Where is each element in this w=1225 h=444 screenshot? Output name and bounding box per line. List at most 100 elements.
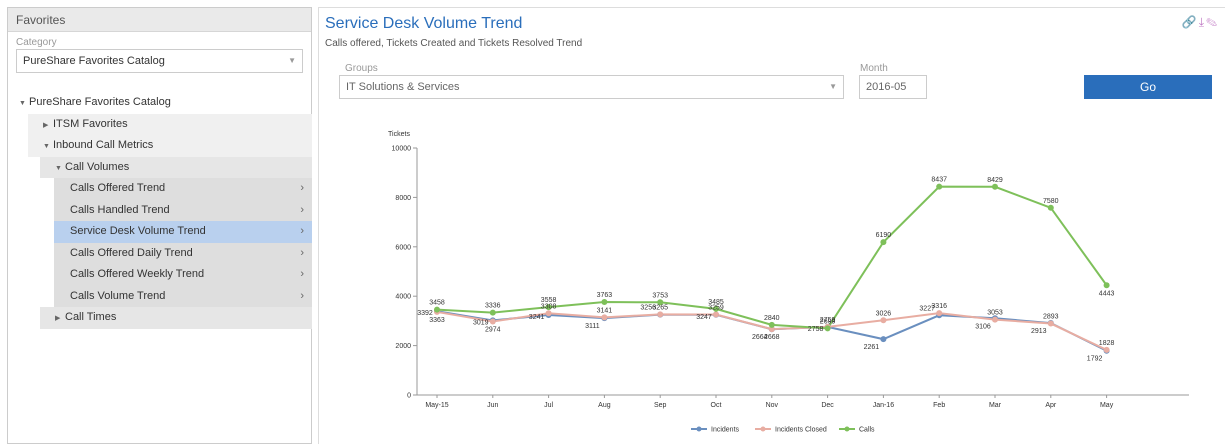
data-point bbox=[824, 325, 831, 332]
month-value: 2016-05 bbox=[866, 81, 907, 93]
category-value: PureShare Favorites Catalog bbox=[23, 55, 165, 67]
data-label: 3111 bbox=[585, 323, 600, 330]
go-button[interactable]: Go bbox=[1084, 75, 1212, 99]
data-point bbox=[489, 309, 496, 316]
data-point bbox=[1103, 346, 1110, 353]
data-label: 2913 bbox=[1031, 328, 1047, 335]
category-select[interactable]: PureShare Favorites Catalog ▼ bbox=[16, 49, 303, 73]
chevron-right-icon: › bbox=[300, 225, 304, 237]
data-point bbox=[434, 306, 440, 313]
y-tick-label: 4000 bbox=[395, 294, 411, 301]
data-label: 3316 bbox=[931, 303, 947, 310]
data-label: 3106 bbox=[975, 323, 991, 330]
data-point bbox=[657, 311, 664, 318]
data-label: 2840 bbox=[764, 315, 780, 322]
data-label: 2664 bbox=[752, 334, 768, 341]
tree-item-label: ITSM Favorites bbox=[53, 117, 128, 130]
tree-item[interactable]: ▶ Call Times bbox=[40, 307, 312, 329]
download-icon[interactable]: ⤓ bbox=[1198, 15, 1207, 29]
data-point bbox=[1047, 320, 1054, 327]
page-subtitle: Calls offered, Tickets Created and Ticke… bbox=[325, 38, 583, 49]
legend-label: Incidents Closed bbox=[775, 427, 827, 434]
data-label: 3241 bbox=[529, 314, 545, 321]
x-tick-label: Aug bbox=[598, 402, 611, 409]
tree-item-label: Call Volumes bbox=[65, 160, 130, 173]
tree-item[interactable]: Calls Offered Daily Trend › bbox=[54, 242, 312, 264]
groups-select[interactable]: IT Solutions & Services ▼ bbox=[339, 75, 844, 99]
data-point bbox=[880, 336, 887, 343]
favorites-header: Favorites bbox=[8, 8, 311, 32]
data-label: 2759 bbox=[820, 317, 836, 324]
tree-item[interactable]: Calls Offered Weekly Trend › bbox=[54, 264, 312, 286]
tree-item[interactable]: Service Desk Volume Trend › bbox=[54, 221, 312, 243]
chevron-right-icon: › bbox=[300, 203, 304, 216]
chevron-down-icon: ▼ bbox=[288, 56, 296, 65]
month-field[interactable]: 2016-05 bbox=[859, 75, 927, 99]
chevron-right-icon: › bbox=[300, 182, 304, 194]
caret-right-icon[interactable]: ▶ bbox=[43, 121, 49, 129]
tree-item-label: Calls Offered Weekly Trend bbox=[70, 268, 205, 280]
caret-down-icon[interactable]: ▼ bbox=[55, 164, 62, 172]
legend-marker bbox=[696, 426, 702, 432]
legend-marker bbox=[760, 426, 766, 432]
data-label: 2699 bbox=[820, 318, 836, 325]
data-point bbox=[1103, 282, 1110, 289]
tree-item-label: Calls Volume Trend bbox=[70, 289, 166, 302]
data-label: 2261 bbox=[864, 344, 880, 351]
series-line bbox=[436, 185, 1108, 330]
x-tick-label: Apr bbox=[1045, 402, 1057, 409]
x-tick-label: May bbox=[1100, 402, 1114, 409]
caret-down-icon[interactable]: ▼ bbox=[19, 100, 26, 107]
data-label: 2893 bbox=[1043, 314, 1059, 321]
data-point bbox=[880, 239, 887, 246]
data-point bbox=[992, 316, 998, 323]
tree-item[interactable]: Calls Handled Trend › bbox=[54, 199, 312, 221]
y-tick-label: 10000 bbox=[392, 146, 412, 153]
data-point bbox=[992, 183, 998, 190]
eraser-icon[interactable]: ✎ bbox=[1206, 15, 1219, 29]
chevron-down-icon: ▼ bbox=[829, 82, 837, 91]
tree-item-label: Inbound Call Metrics bbox=[53, 139, 154, 151]
data-point bbox=[601, 314, 608, 321]
data-point bbox=[601, 299, 608, 306]
tree-item[interactable]: ▼ Call Volumes bbox=[40, 156, 312, 178]
volume-trend-chart: Tickets 0 2000 4000 6000 8000 10000 May-15 Jun Ju… bbox=[388, 131, 1189, 434]
data-label: 3141 bbox=[597, 307, 613, 314]
data-label: 3485 bbox=[708, 299, 724, 306]
tree-item[interactable]: ▼ PureShare Favorites Catalog bbox=[16, 92, 312, 114]
tree-item-label: Call Times bbox=[65, 311, 117, 323]
data-point bbox=[1047, 204, 1054, 211]
caret-down-icon[interactable]: ▼ bbox=[43, 143, 50, 150]
x-tick-label: Sep bbox=[654, 402, 667, 409]
data-label: 3256 bbox=[640, 305, 656, 312]
data-label: 2974 bbox=[485, 327, 501, 334]
category-label: Category bbox=[16, 37, 57, 48]
tree-item[interactable]: Calls Volume Trend › bbox=[54, 285, 312, 307]
data-point bbox=[936, 183, 943, 190]
data-label: 3363 bbox=[429, 317, 445, 324]
data-label: 3458 bbox=[429, 300, 445, 307]
favorites-panel: Favorites Category PureShare Favorites C… bbox=[7, 7, 312, 444]
tree-item[interactable]: Calls Offered Trend › bbox=[54, 178, 312, 200]
link-icon[interactable]: 🔗 bbox=[1181, 15, 1199, 29]
groups-label: Groups bbox=[345, 63, 378, 74]
tree-item-label: Calls Offered Daily Trend bbox=[70, 246, 193, 259]
legend-label: Calls bbox=[859, 427, 875, 434]
x-tick-label: Oct bbox=[711, 402, 722, 409]
tree-item[interactable]: ▼ Inbound Call Metrics bbox=[28, 135, 312, 157]
data-point bbox=[936, 310, 943, 317]
tree-item[interactable]: ▶ ITSM Favorites bbox=[28, 113, 312, 135]
x-tick-label: Feb bbox=[933, 402, 945, 409]
tree-item-label: Service Desk Volume Trend bbox=[70, 225, 206, 237]
data-label: 3265 bbox=[652, 304, 668, 311]
caret-right-icon[interactable]: ▶ bbox=[55, 315, 61, 322]
legend-label: Incidents bbox=[711, 427, 740, 434]
tree-item-label: PureShare Favorites Catalog bbox=[29, 96, 171, 108]
y-tick-label: 8000 bbox=[395, 195, 411, 202]
data-label: 3558 bbox=[541, 297, 557, 304]
data-label: 1828 bbox=[1099, 340, 1115, 347]
chevron-right-icon: › bbox=[300, 246, 304, 259]
x-tick-label: Jan-16 bbox=[873, 402, 895, 409]
data-label: 8429 bbox=[987, 177, 1003, 184]
data-label: 3026 bbox=[876, 310, 892, 317]
